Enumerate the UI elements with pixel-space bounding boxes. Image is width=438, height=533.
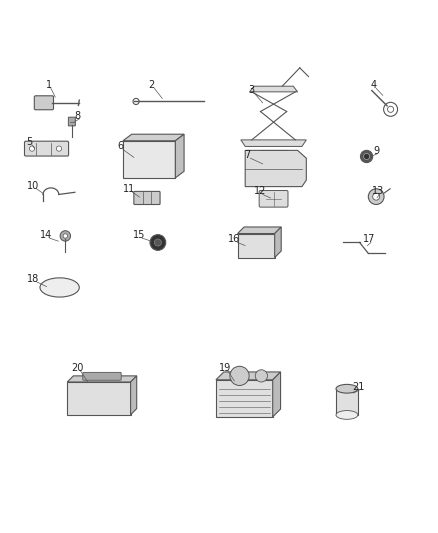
Text: 6: 6 <box>118 141 124 151</box>
FancyBboxPatch shape <box>259 190 288 207</box>
Circle shape <box>364 154 370 159</box>
Circle shape <box>384 102 398 116</box>
Polygon shape <box>67 376 137 382</box>
FancyBboxPatch shape <box>336 389 358 415</box>
Text: 11: 11 <box>124 184 136 194</box>
FancyBboxPatch shape <box>34 96 53 110</box>
Circle shape <box>360 150 373 163</box>
Circle shape <box>133 99 139 104</box>
Text: 12: 12 <box>254 187 267 196</box>
Text: 17: 17 <box>364 235 376 245</box>
Circle shape <box>57 146 62 151</box>
FancyBboxPatch shape <box>25 141 69 156</box>
Text: 15: 15 <box>133 230 146 240</box>
Circle shape <box>29 146 35 151</box>
Polygon shape <box>275 227 281 257</box>
Polygon shape <box>241 140 306 147</box>
Circle shape <box>230 366 249 385</box>
Text: 7: 7 <box>244 150 251 160</box>
Polygon shape <box>237 233 275 257</box>
Text: 18: 18 <box>27 274 39 284</box>
Text: 4: 4 <box>371 80 377 90</box>
Polygon shape <box>123 134 184 141</box>
Text: 3: 3 <box>249 85 255 95</box>
Text: 13: 13 <box>372 187 385 196</box>
Polygon shape <box>123 141 175 178</box>
Polygon shape <box>245 150 306 187</box>
Polygon shape <box>216 372 281 380</box>
Ellipse shape <box>40 278 79 297</box>
Polygon shape <box>273 372 281 417</box>
Circle shape <box>368 189 384 205</box>
Text: 19: 19 <box>219 363 232 373</box>
Polygon shape <box>67 382 131 415</box>
Text: 14: 14 <box>40 230 53 240</box>
Circle shape <box>373 193 380 200</box>
Circle shape <box>255 370 268 382</box>
Text: 8: 8 <box>74 111 80 121</box>
FancyBboxPatch shape <box>68 117 75 126</box>
Circle shape <box>150 235 166 251</box>
Text: 5: 5 <box>26 137 32 147</box>
Ellipse shape <box>336 384 358 393</box>
Text: 1: 1 <box>46 80 52 90</box>
Ellipse shape <box>336 410 358 419</box>
FancyBboxPatch shape <box>134 191 160 205</box>
Circle shape <box>388 106 394 112</box>
Circle shape <box>63 234 67 238</box>
Polygon shape <box>131 376 137 415</box>
Text: 21: 21 <box>353 382 365 392</box>
Polygon shape <box>216 380 273 417</box>
Circle shape <box>154 239 161 246</box>
Circle shape <box>60 231 71 241</box>
Polygon shape <box>250 86 297 92</box>
Text: 9: 9 <box>373 146 379 156</box>
FancyBboxPatch shape <box>83 373 121 380</box>
Text: 16: 16 <box>228 235 240 245</box>
Text: 10: 10 <box>27 181 39 191</box>
Polygon shape <box>175 134 184 178</box>
Text: 20: 20 <box>71 363 83 373</box>
Polygon shape <box>237 227 281 233</box>
Text: 2: 2 <box>148 80 155 90</box>
